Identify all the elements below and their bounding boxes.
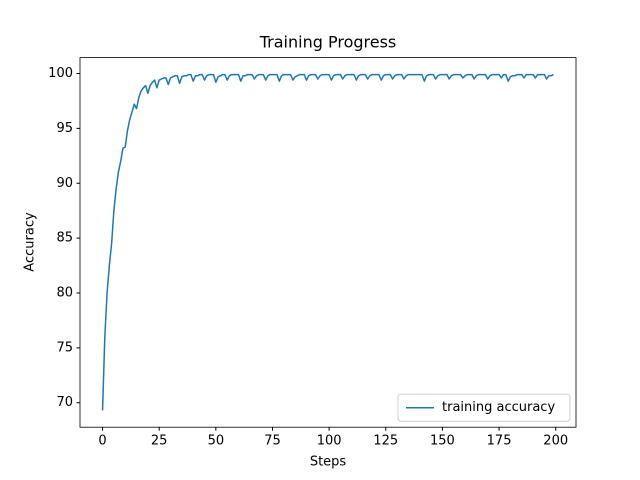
x-axis-label: Steps	[310, 455, 347, 470]
x-tick-label: 75	[264, 434, 281, 449]
chart-title: Training Progress	[259, 33, 397, 52]
x-tick-label: 50	[208, 434, 225, 449]
y-tick-label: 90	[56, 176, 73, 191]
x-tick-label: 25	[151, 434, 168, 449]
x-tick-label: 200	[543, 434, 568, 449]
y-tick-label: 95	[56, 121, 73, 136]
y-tick-label: 70	[56, 395, 73, 410]
x-tick-label: 100	[317, 434, 342, 449]
x-tick-label: 0	[98, 434, 106, 449]
x-tick-label: 125	[373, 434, 398, 449]
x-tick-label: 175	[487, 434, 512, 449]
axes-frame	[79, 57, 577, 428]
y-tick-label: 100	[48, 66, 73, 81]
x-tick-label: 150	[430, 434, 455, 449]
legend-label: training accuracy	[442, 400, 555, 415]
y-tick-label: 85	[56, 231, 73, 246]
y-axis-label: Accuracy	[23, 212, 38, 272]
data-line	[101, 73, 554, 411]
y-tick-label: 80	[56, 285, 73, 300]
y-tick-label: 75	[56, 340, 73, 355]
legend-box	[397, 393, 571, 422]
